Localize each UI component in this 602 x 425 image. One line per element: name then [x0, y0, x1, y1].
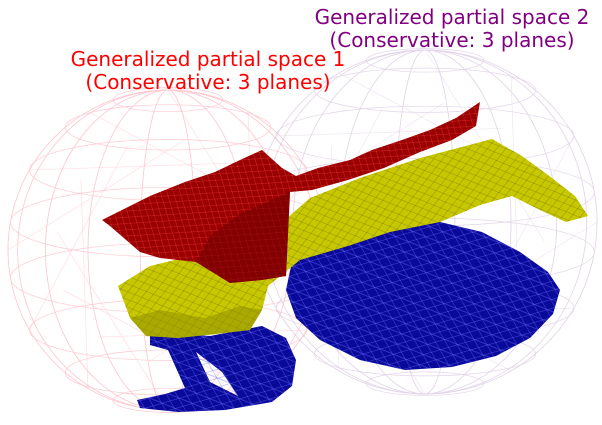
yellow-band-mesh — [118, 139, 588, 338]
space-1-subtitle: (Conservative: 3 planes) — [85, 70, 331, 94]
yellow-surface — [118, 139, 588, 338]
yellow-shade — [130, 306, 262, 338]
sphere-mesh-chord — [7, 139, 186, 251]
sphere-mesh-chord — [29, 145, 129, 331]
space-2-title: Generalized partial space 2 — [314, 5, 590, 29]
blue-ribbon-mesh — [137, 326, 296, 412]
sphere-latitude-line — [365, 371, 485, 396]
sphere-mesh-chord — [80, 179, 89, 389]
red-mesh — [102, 102, 480, 283]
sphere-mesh-chord — [57, 232, 169, 411]
space-1-title: Generalized partial space 1 — [70, 47, 346, 71]
sphere-mesh-chord — [29, 162, 239, 171]
blue-disc-mesh — [286, 222, 560, 370]
space-2-subtitle: (Conservative: 3 planes) — [329, 28, 575, 52]
red-shade — [196, 192, 290, 283]
space-2-label: Generalized partial space 2 (Conservativ… — [292, 6, 602, 52]
sphere-latitude-line — [365, 48, 485, 73]
space-1-label: Generalized partial space 1 (Conservativ… — [48, 48, 368, 94]
red-surface — [102, 102, 480, 283]
blue-surface — [137, 222, 560, 412]
